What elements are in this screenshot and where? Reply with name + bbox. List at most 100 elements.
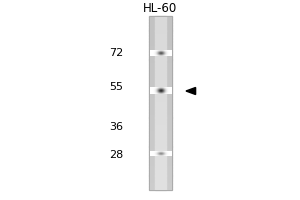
Bar xyxy=(149,46,172,48)
Bar xyxy=(155,68,166,70)
Bar xyxy=(155,70,166,71)
Bar xyxy=(149,17,172,19)
Bar xyxy=(155,151,166,152)
Bar xyxy=(155,174,166,176)
Bar xyxy=(149,168,172,170)
Bar xyxy=(149,86,172,87)
Bar xyxy=(149,123,172,125)
Bar xyxy=(149,22,172,23)
Bar xyxy=(155,42,166,44)
Bar xyxy=(155,67,166,68)
Bar xyxy=(149,91,172,93)
Bar xyxy=(155,33,166,35)
Bar xyxy=(155,177,166,178)
Bar xyxy=(149,157,172,158)
Bar xyxy=(155,52,166,54)
Bar xyxy=(155,180,166,181)
Bar xyxy=(155,107,166,109)
Bar xyxy=(155,110,166,112)
Bar xyxy=(155,75,166,77)
Bar xyxy=(155,187,166,189)
Bar xyxy=(149,81,172,83)
Bar xyxy=(149,181,172,183)
Bar xyxy=(149,184,172,186)
Bar xyxy=(155,183,166,184)
Bar xyxy=(155,104,166,106)
Bar xyxy=(149,161,172,162)
Bar xyxy=(155,87,166,88)
Bar xyxy=(149,158,172,160)
Bar xyxy=(155,16,166,17)
Bar xyxy=(149,129,172,131)
Bar xyxy=(149,152,172,154)
Bar xyxy=(155,64,166,65)
Bar xyxy=(149,80,172,81)
Bar xyxy=(149,99,172,100)
Bar xyxy=(155,168,166,170)
Bar xyxy=(155,32,166,33)
Bar xyxy=(155,167,166,168)
Bar xyxy=(155,71,166,73)
Bar xyxy=(155,184,166,186)
Bar xyxy=(155,178,166,180)
Bar xyxy=(149,135,172,136)
Bar xyxy=(149,39,172,41)
Bar xyxy=(149,71,172,73)
Bar xyxy=(155,65,166,67)
Bar xyxy=(149,74,172,75)
Bar xyxy=(155,28,166,29)
Bar xyxy=(149,58,172,60)
Bar xyxy=(149,38,172,39)
Bar xyxy=(155,149,166,151)
Bar xyxy=(149,183,172,184)
Bar xyxy=(155,128,166,129)
Bar xyxy=(149,23,172,25)
Bar xyxy=(155,126,166,128)
Bar xyxy=(149,73,172,74)
Bar xyxy=(155,141,166,142)
Bar xyxy=(155,165,166,167)
Bar xyxy=(149,78,172,80)
Bar xyxy=(149,173,172,174)
Bar xyxy=(155,17,166,19)
Bar xyxy=(149,116,172,117)
Bar xyxy=(149,126,172,128)
Bar xyxy=(149,26,172,28)
Bar xyxy=(149,84,172,86)
Bar xyxy=(149,139,172,141)
Bar xyxy=(155,25,166,26)
Bar xyxy=(155,62,166,64)
Bar xyxy=(149,70,172,71)
Bar xyxy=(155,35,166,36)
Bar xyxy=(149,32,172,33)
Bar xyxy=(149,120,172,122)
Bar xyxy=(149,138,172,139)
Bar xyxy=(155,59,166,61)
Bar xyxy=(155,117,166,119)
Bar xyxy=(149,165,172,167)
Bar xyxy=(149,45,172,46)
Bar xyxy=(155,54,166,55)
Bar xyxy=(149,145,172,146)
Bar xyxy=(149,155,172,157)
Bar xyxy=(155,41,166,42)
Bar xyxy=(155,120,166,122)
Bar xyxy=(149,55,172,57)
Bar xyxy=(149,119,172,120)
Bar xyxy=(149,177,172,178)
Bar xyxy=(155,23,166,25)
Bar xyxy=(149,93,172,94)
Bar xyxy=(149,128,172,129)
Bar xyxy=(149,33,172,35)
Text: HL-60: HL-60 xyxy=(143,1,178,15)
Bar xyxy=(149,110,172,112)
Bar xyxy=(149,132,172,133)
Bar xyxy=(155,81,166,83)
Bar xyxy=(149,164,172,165)
Bar xyxy=(155,99,166,100)
Bar xyxy=(155,186,166,187)
Bar xyxy=(149,100,172,102)
Bar xyxy=(149,115,172,116)
Bar xyxy=(155,133,166,135)
Bar xyxy=(155,102,166,103)
